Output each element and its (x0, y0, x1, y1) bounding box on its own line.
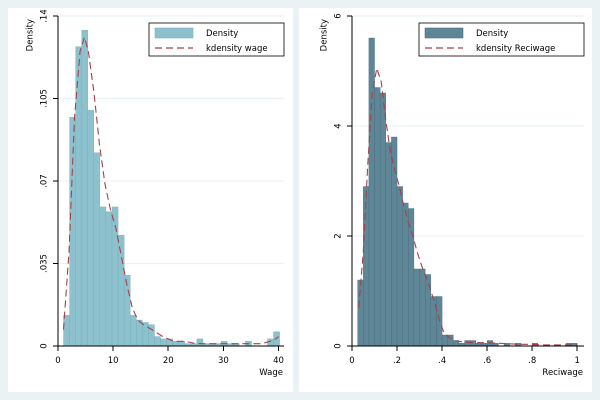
x-tick-label: 0 (349, 356, 354, 366)
x-tick-label: .4 (438, 356, 446, 366)
x-tick-label: 0 (55, 356, 60, 366)
histogram-bar (413, 268, 420, 347)
histogram-bar (81, 29, 88, 347)
histogram-bar (464, 340, 471, 347)
histogram-bar (430, 296, 437, 347)
histogram-bar (172, 341, 179, 347)
histogram-bar (160, 338, 167, 347)
histogram-bar (154, 336, 161, 347)
histogram-bar (441, 334, 448, 347)
histogram-bar (425, 274, 432, 347)
legend-kde-label: kdensity Reciwage (476, 44, 555, 54)
x-tick-label: .6 (483, 356, 491, 366)
legend-kde-label: kdensity wage (206, 44, 268, 54)
legend-density-swatch (424, 27, 464, 39)
histogram-bar (63, 315, 70, 347)
histogram-bar (402, 202, 409, 347)
histogram-bar (142, 322, 149, 347)
x-tick-label: 10 (108, 356, 119, 366)
histogram-bar (105, 211, 113, 347)
histogram-bar (87, 110, 95, 347)
histogram-bar (93, 152, 101, 347)
y-tick-label: .07 (40, 174, 50, 188)
histogram-bar (136, 319, 143, 347)
histogram-bar (470, 340, 477, 347)
x-tick-label: 20 (163, 356, 174, 366)
reciwage-histogram-panel: 0 2 4 6 0 .2 .4 .6 .8 1 Reciwage Density Density kden… (299, 8, 592, 392)
kde-line (62, 35, 279, 345)
legend-density-swatch (154, 27, 194, 39)
y-tick-label: 6 (334, 13, 344, 18)
y-tick-label: 0 (40, 343, 50, 348)
x-tick-label: 1 (575, 356, 580, 366)
histogram-bar (117, 235, 125, 347)
legend-density-label: Density (206, 29, 238, 39)
y-axis-title: Density (26, 19, 36, 51)
histogram-bar (374, 87, 381, 347)
y-tick-label: .035 (40, 254, 50, 273)
histogram-bar (408, 208, 415, 347)
x-axis-title: Wage (259, 368, 283, 378)
histogram-bar (419, 268, 426, 347)
histogram-bar (196, 338, 204, 347)
y-tick-label: .105 (40, 89, 50, 108)
histogram-bar (75, 46, 82, 347)
histogram-bar (130, 315, 137, 347)
histogram-bar (385, 142, 392, 347)
wage-histogram-panel: 0 .035 .07 .105 .14 0 10 20 30 40 Wage Density Densi… (8, 8, 293, 392)
histogram-bar (379, 92, 386, 347)
y-tick-label: .14 (40, 9, 50, 23)
x-tick-label: 40 (273, 356, 284, 366)
y-axis-title: Density (320, 19, 330, 51)
x-tick-label: .8 (528, 356, 536, 366)
y-tick-label: 0 (334, 343, 344, 348)
y-tick-label: 4 (334, 123, 344, 128)
histogram-bar (267, 338, 274, 347)
histogram-bar (178, 341, 185, 347)
histogram-bar (396, 186, 403, 347)
x-tick-label: .2 (393, 356, 401, 366)
histogram-bar (363, 186, 370, 347)
histogram-bar (123, 275, 131, 347)
x-axis-title: Reciwage (542, 368, 583, 378)
legend-density-label: Density (476, 29, 508, 39)
histogram-bar (99, 206, 107, 347)
x-tick-label: 30 (218, 356, 229, 366)
kde-line (358, 68, 578, 346)
histogram-bar (111, 206, 119, 347)
y-tick-label: 2 (334, 233, 344, 238)
panel-background (299, 8, 592, 392)
